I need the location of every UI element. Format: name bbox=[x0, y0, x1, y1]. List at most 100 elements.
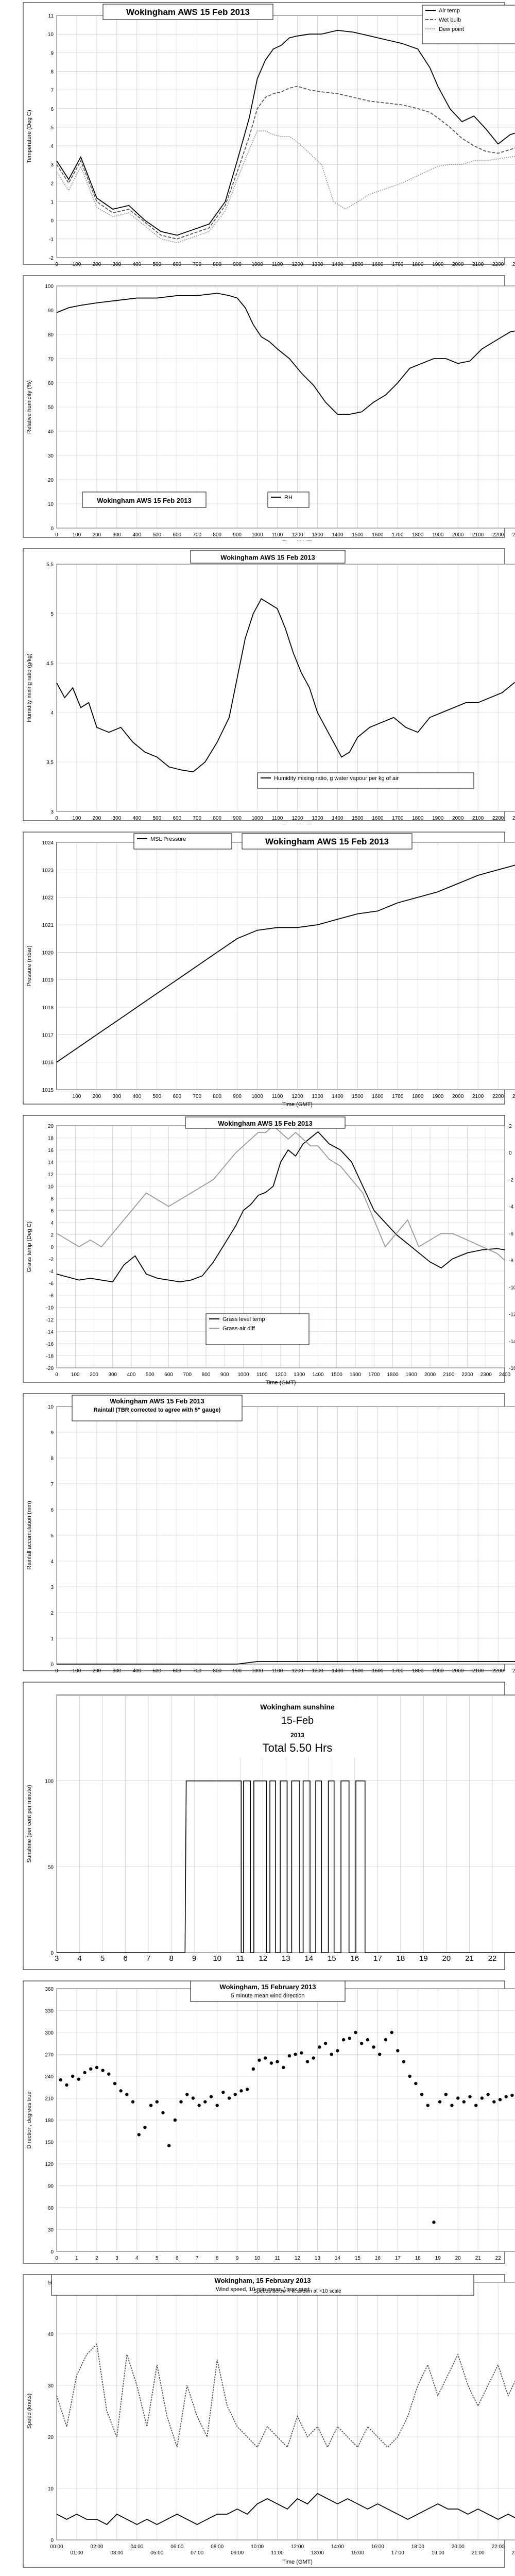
x-tick-label: 16 bbox=[350, 1954, 359, 1963]
x-tick-label: 2000 bbox=[452, 532, 464, 538]
y-tick-label: -12 bbox=[46, 1317, 54, 1323]
sunshine-label-box bbox=[220, 1696, 375, 1758]
x-tick-label: 1500 bbox=[352, 532, 364, 538]
y-tick-label: -4 bbox=[49, 1269, 54, 1275]
x-tick-label: 1500 bbox=[352, 816, 364, 821]
y-tick-label: -20 bbox=[46, 1366, 54, 1371]
x-tick-label: 21:00 bbox=[472, 2550, 485, 2556]
x-tick-label: 1000 bbox=[237, 1372, 249, 1378]
x-tick-label: 11 bbox=[274, 2256, 280, 2261]
y-tick-label: 120 bbox=[45, 2162, 54, 2167]
x-tick-label: 7 bbox=[146, 1954, 150, 1963]
x-tick-label: 1100 bbox=[272, 816, 283, 821]
x-tick-label: 1800 bbox=[412, 1668, 424, 1674]
x-tick-label: 1300 bbox=[312, 532, 323, 538]
y-tick-label: 2 bbox=[50, 181, 54, 187]
rainfall-chart-svg: 0 100 200 300 400 500 600 700 800 900 1000 1100 1200… bbox=[23, 1393, 515, 1674]
y-tick-label: 300 bbox=[45, 2030, 54, 2036]
y-tick-label: 4.5 bbox=[46, 661, 54, 667]
x-tick-label: 18:00 bbox=[411, 2544, 424, 2550]
y-tick-label: 1 bbox=[50, 200, 54, 206]
data-point bbox=[233, 2093, 237, 2096]
data-point bbox=[59, 2078, 62, 2082]
y-tick-label: 100 bbox=[45, 1779, 54, 1785]
x-tick-label: 17:00 bbox=[391, 2550, 404, 2556]
x-tick-label: 1900 bbox=[432, 1668, 444, 1674]
chart-subtitle: Wind speed, 10 min mean / max gust bbox=[216, 2286, 310, 2293]
y-tick-label: 60 bbox=[48, 381, 54, 386]
data-point bbox=[191, 2096, 195, 2100]
y-axis-label: Temperature (Deg C) bbox=[26, 110, 32, 163]
y-axis-label: Pressure (mbar) bbox=[26, 945, 32, 986]
x-tick-label: 1200 bbox=[291, 816, 303, 821]
x-tick-label: 200 bbox=[93, 532, 101, 538]
x-tick-label: 2000 bbox=[452, 816, 464, 821]
data-point bbox=[323, 2042, 328, 2045]
x-tick-label: 2200 bbox=[492, 262, 504, 267]
data-point bbox=[137, 2133, 141, 2137]
x-tick-label: 0 bbox=[55, 532, 58, 538]
x-tick-label: 10 bbox=[213, 1954, 221, 1963]
data-point bbox=[474, 2104, 478, 2107]
data-point bbox=[107, 2072, 111, 2076]
series-points bbox=[59, 2030, 514, 2224]
x-tick-label: 1600 bbox=[350, 1372, 362, 1378]
y-tick-label: 50 bbox=[48, 2280, 54, 2286]
y-tick-label: 1 bbox=[50, 1636, 54, 1642]
x-tick-label: 800 bbox=[213, 262, 221, 267]
x-tick-label: 800 bbox=[202, 1372, 211, 1378]
x-tick-label: 06:00 bbox=[170, 2544, 183, 2550]
series-line bbox=[56, 1125, 505, 1261]
data-point bbox=[510, 2093, 514, 2097]
y-tick-label: 360 bbox=[45, 1987, 54, 1992]
x-axis-label: Time (GMT) bbox=[282, 823, 313, 824]
x-tick-label: 6 bbox=[123, 1954, 127, 1963]
x-tick-label: 13 bbox=[282, 1954, 290, 1963]
legend-entry: Humidity mixing ratio, g water vapour pe… bbox=[274, 775, 399, 782]
x-tick-label: 2300 bbox=[512, 262, 515, 267]
grid bbox=[56, 564, 515, 812]
y-tick-label: 4 bbox=[50, 144, 54, 149]
y-tick-label: 270 bbox=[45, 2053, 54, 2058]
y-tick-label: 12 bbox=[48, 1172, 54, 1178]
x-tick-label: 2100 bbox=[443, 1372, 455, 1378]
temperature-chart-svg: 0 100 200 300 400 500 600 700 800 900 1000 1100 1200… bbox=[23, 2, 515, 267]
grid bbox=[56, 15, 515, 258]
data-point bbox=[287, 2054, 291, 2058]
x-tick-label: 1300 bbox=[312, 1094, 323, 1099]
x-tick-label: 2100 bbox=[472, 262, 484, 267]
data-point bbox=[468, 2095, 472, 2098]
y-tick-label: 6 bbox=[50, 1507, 54, 1513]
x-tick-label: 14 bbox=[335, 2256, 341, 2261]
chart-title: Wokingham AWS 15 Feb 2013 bbox=[110, 1397, 204, 1405]
x-tick-label: 4 bbox=[135, 2256, 139, 2261]
data-point bbox=[420, 2093, 424, 2096]
x-tick-label: 600 bbox=[164, 1372, 173, 1378]
x-tick-label: 400 bbox=[132, 1668, 141, 1674]
x-tick-label: 300 bbox=[113, 532, 122, 538]
x-tick-label: 1600 bbox=[372, 816, 384, 821]
x-tick-label: 1100 bbox=[272, 262, 283, 267]
y-right-tick-label: -8 bbox=[509, 1258, 513, 1264]
data-point bbox=[245, 2088, 249, 2091]
data-point bbox=[263, 2056, 267, 2060]
data-point bbox=[432, 2221, 436, 2224]
x-tick-label: 900 bbox=[233, 816, 242, 821]
y-tick-label: 1015 bbox=[42, 1088, 54, 1093]
x-tick-label: 200 bbox=[93, 1668, 101, 1674]
data-point bbox=[179, 2100, 183, 2104]
data-point bbox=[197, 2104, 201, 2107]
x-tick-label: 15 bbox=[328, 1954, 336, 1963]
x-tick-label: 9 bbox=[236, 2256, 239, 2261]
x-tick-label: 1000 bbox=[251, 816, 263, 821]
y-tick-label: 11 bbox=[48, 13, 54, 19]
x-tick-label: 1700 bbox=[368, 1372, 380, 1378]
y-tick-label: 80 bbox=[48, 332, 54, 338]
y-tick-label: 0 bbox=[50, 218, 54, 224]
x-tick-label: 03:00 bbox=[110, 2550, 123, 2556]
data-point bbox=[366, 2038, 370, 2042]
x-tick-label: 1700 bbox=[392, 1094, 404, 1099]
y-tick-label: 90 bbox=[48, 2184, 54, 2190]
legend: Air temp Wet bulb Dew point bbox=[422, 5, 515, 44]
x-tick-label: 1700 bbox=[392, 532, 404, 538]
